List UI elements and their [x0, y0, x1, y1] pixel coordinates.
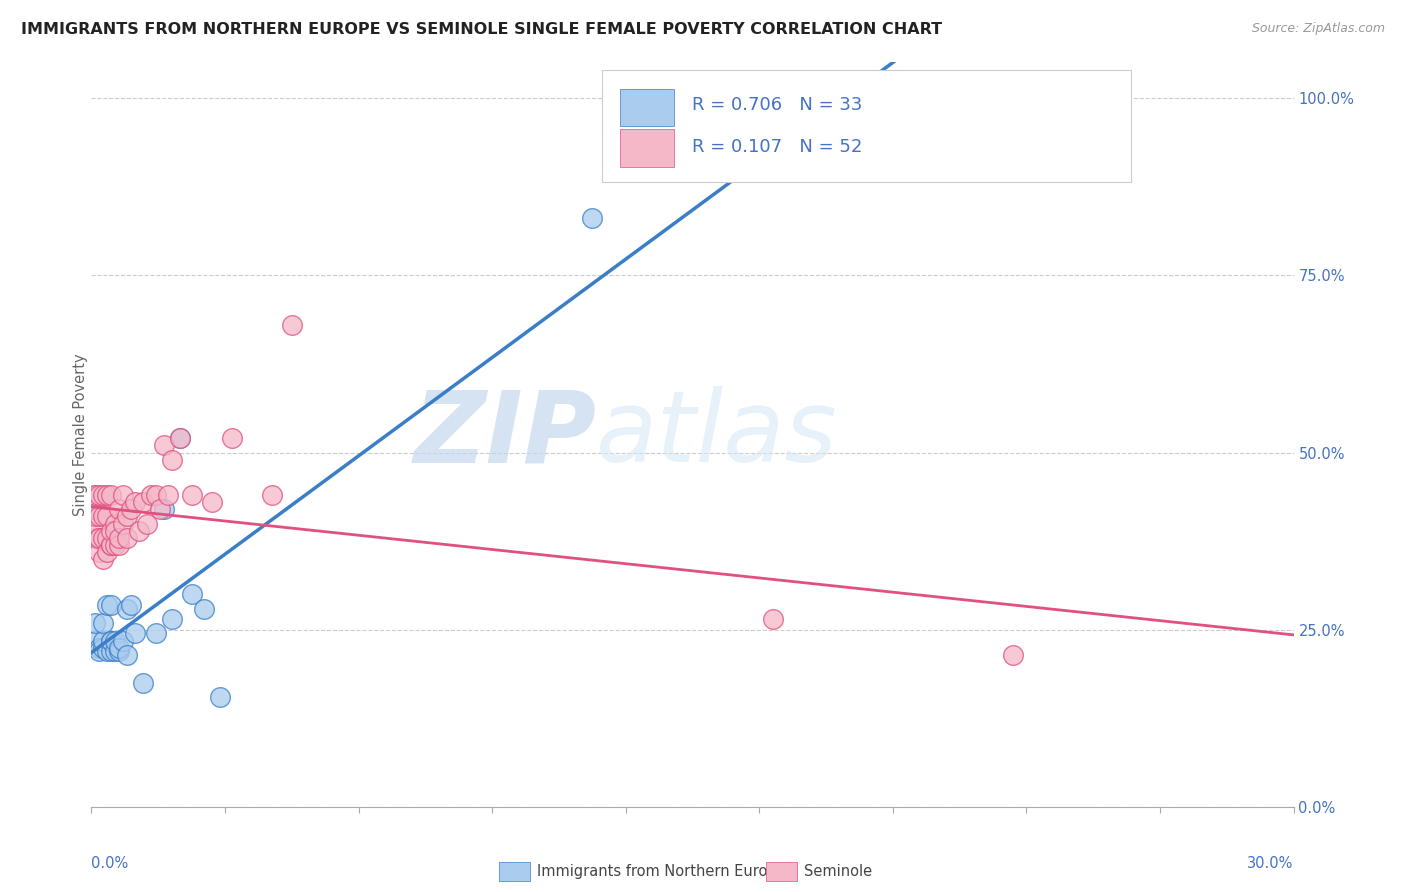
Point [84, 615, 107, 630]
Point [84, 488, 107, 502]
Point [702, 109, 724, 123]
FancyBboxPatch shape [620, 88, 675, 126]
Point [1001, 648, 1024, 662]
Point [100, 538, 122, 552]
Point [260, 488, 283, 502]
Point [108, 502, 131, 516]
Point [93, 640, 115, 655]
Point [124, 626, 146, 640]
Point [93, 531, 115, 545]
Point [104, 644, 127, 658]
Point [96, 545, 118, 559]
Point [84, 509, 107, 524]
Point [108, 531, 131, 545]
Point [96, 509, 118, 524]
Point [156, 488, 179, 502]
Point [145, 488, 167, 502]
Point [104, 538, 127, 552]
Point [160, 452, 183, 467]
Point [104, 524, 127, 538]
Point [100, 644, 122, 658]
Point [100, 598, 122, 612]
Point [180, 587, 202, 601]
Text: Source: ZipAtlas.com: Source: ZipAtlas.com [1251, 22, 1385, 36]
Point [84, 531, 107, 545]
Text: R = 0.107   N = 52: R = 0.107 N = 52 [692, 137, 863, 155]
Point [208, 690, 231, 705]
Point [89, 531, 111, 545]
Point [152, 502, 174, 516]
Point [108, 644, 131, 658]
Point [96, 488, 118, 502]
Point [93, 615, 115, 630]
Point [89, 509, 111, 524]
Text: Immigrants from Northern Europe: Immigrants from Northern Europe [537, 864, 786, 879]
Point [96, 598, 118, 612]
Point [93, 509, 115, 524]
Point [112, 488, 135, 502]
Point [124, 495, 146, 509]
Point [160, 612, 183, 626]
Text: IMMIGRANTS FROM NORTHERN EUROPE VS SEMINOLE SINGLE FEMALE POVERTY CORRELATION CH: IMMIGRANTS FROM NORTHERN EUROPE VS SEMIN… [21, 22, 942, 37]
Point [762, 612, 785, 626]
Text: 0.0%: 0.0% [91, 855, 128, 871]
Point [89, 545, 111, 559]
Point [108, 538, 131, 552]
Point [145, 626, 167, 640]
Point [96, 644, 118, 658]
Point [193, 601, 215, 615]
Point [121, 598, 143, 612]
Point [100, 488, 122, 502]
Text: R = 0.706   N = 33: R = 0.706 N = 33 [692, 96, 863, 114]
Point [84, 516, 107, 531]
Point [93, 488, 115, 502]
Point [117, 531, 139, 545]
Point [89, 644, 111, 658]
Point [141, 488, 163, 502]
FancyBboxPatch shape [620, 129, 675, 167]
Point [148, 502, 170, 516]
Point [581, 211, 603, 226]
Point [93, 633, 115, 648]
Point [169, 431, 191, 445]
Point [89, 531, 111, 545]
Point [100, 633, 122, 648]
Point [136, 516, 159, 531]
Point [922, 109, 945, 123]
FancyBboxPatch shape [602, 70, 1132, 182]
Point [169, 431, 191, 445]
Point [84, 488, 107, 502]
Point [108, 640, 131, 655]
Point [201, 495, 224, 509]
Text: Seminole: Seminole [804, 864, 872, 879]
Text: ZIP: ZIP [413, 386, 596, 483]
Point [281, 318, 304, 332]
Text: atlas: atlas [596, 386, 838, 483]
Y-axis label: Single Female Poverty: Single Female Poverty [73, 353, 87, 516]
Point [100, 633, 122, 648]
Point [104, 633, 127, 648]
Point [112, 516, 135, 531]
Point [117, 601, 139, 615]
Point [152, 438, 174, 452]
Point [100, 538, 122, 552]
Point [96, 531, 118, 545]
Point [221, 431, 243, 445]
Point [121, 502, 143, 516]
Point [84, 633, 107, 648]
Point [104, 516, 127, 531]
Point [117, 648, 139, 662]
Point [132, 495, 155, 509]
Point [100, 524, 122, 538]
Point [84, 502, 107, 516]
Point [180, 488, 202, 502]
Point [117, 509, 139, 524]
Point [128, 524, 150, 538]
Point [89, 640, 111, 655]
Point [132, 676, 155, 690]
Text: 30.0%: 30.0% [1247, 855, 1294, 871]
Point [89, 488, 111, 502]
Point [93, 552, 115, 566]
Point [112, 633, 135, 648]
